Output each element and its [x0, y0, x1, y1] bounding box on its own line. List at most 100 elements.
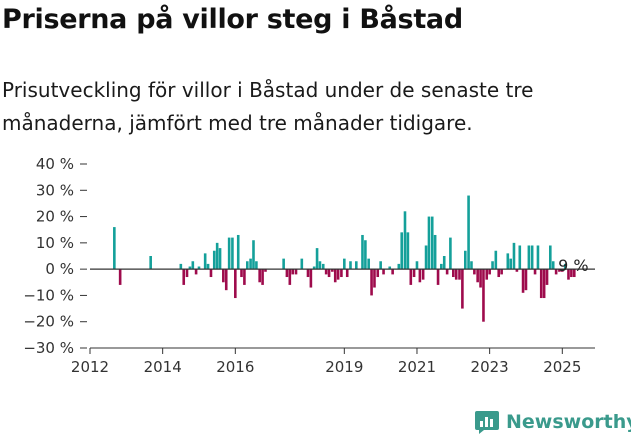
chart-bar: [397, 263, 401, 270]
chart-bar: [497, 269, 501, 278]
y-tick-label: 40 %: [36, 155, 74, 173]
chart-bar: [476, 269, 479, 283]
chart-bar: [524, 269, 528, 291]
chart-bar: [188, 266, 192, 270]
chart-bar: [515, 269, 519, 272]
chart-bar: [551, 261, 555, 270]
chart-bar: [364, 240, 367, 270]
chart-bar: [533, 269, 537, 275]
chart-bar: [179, 263, 183, 270]
chart-bar: [243, 269, 246, 285]
chart-bar: [370, 269, 373, 296]
chart-bar: [400, 232, 404, 270]
chart-bar: [191, 261, 195, 270]
chart-bar: [240, 269, 243, 278]
chart-bar: [561, 269, 564, 272]
chart-bar: [445, 269, 449, 275]
chart-bar: [473, 269, 476, 275]
chart-bar: [249, 258, 252, 270]
chart-bar: [294, 269, 298, 275]
chart-bar: [521, 269, 525, 293]
chart-bar: [482, 269, 485, 322]
chart-bar: [340, 269, 343, 278]
chart-bar: [113, 227, 116, 270]
chart-bar: [236, 234, 240, 270]
chart-bar: [542, 269, 546, 299]
chart-bar: [231, 237, 234, 270]
chart-bar: [203, 253, 207, 270]
y-tick-label: 0 %: [45, 260, 74, 278]
y-tick-label: −20 %: [23, 313, 74, 331]
chart-bar: [327, 269, 331, 278]
y-tick-label: 20 %: [36, 208, 74, 226]
chart-bar: [412, 269, 416, 278]
chart-bar: [403, 211, 407, 270]
chart-bar: [427, 216, 431, 270]
y-tick-label: −30 %: [23, 339, 74, 357]
chart-bar: [285, 269, 289, 278]
x-tick-label: 2019: [325, 358, 363, 376]
chart-bar: [430, 216, 434, 270]
chart-bar: [570, 269, 573, 278]
x-tick-label: 2016: [216, 358, 254, 376]
chart-bar: [318, 261, 322, 270]
x-tick-label: 2012: [71, 358, 109, 376]
chart-bar: [494, 250, 498, 270]
chart-bar: [264, 269, 267, 272]
chart-bar: [255, 261, 258, 270]
chart-bar: [518, 245, 522, 270]
chart-bar: [288, 269, 292, 285]
chart-bar: [391, 269, 394, 275]
chart-bar: [182, 269, 186, 285]
chart-bar: [418, 269, 422, 283]
chart-bar: [409, 269, 413, 285]
chart-bar: [461, 269, 464, 309]
chart-bar: [376, 269, 380, 278]
chart-bar: [536, 245, 540, 270]
chart-bar: [324, 269, 328, 275]
chart-bar: [470, 261, 473, 270]
y-tick-label: 30 %: [36, 181, 74, 199]
chart-bar: [312, 266, 316, 270]
y-tick-label: 10 %: [36, 234, 74, 252]
chart-bar: [306, 269, 310, 278]
chart-bar: [300, 258, 304, 270]
chart-bar: [261, 269, 264, 285]
chart-bar: [258, 269, 261, 283]
chart-bar: [345, 269, 349, 278]
chart-bar: [421, 269, 425, 280]
chart-bar: [485, 269, 489, 280]
brand-logo: Newsworthy: [474, 406, 631, 438]
chart-bar: [355, 261, 358, 270]
chart-bar: [212, 250, 216, 270]
chart-bar: [149, 256, 152, 270]
x-tick-label: 2025: [543, 358, 581, 376]
chart-bar: [506, 253, 510, 270]
chart-bar: [467, 195, 470, 270]
chart-bar: [545, 269, 549, 285]
chart-bar: [442, 256, 446, 270]
chart-bar: [291, 269, 295, 275]
chart-bar: [388, 266, 392, 270]
chart-bar: [379, 261, 382, 270]
chart-bar: [373, 269, 376, 288]
chart-bar: [349, 261, 352, 270]
chart-bar: [424, 245, 428, 270]
brand-name: Newsworthy: [506, 411, 631, 433]
page-subtitle: Prisutveckling för villor i Båstad under…: [2, 78, 534, 135]
x-tick-label: 2023: [471, 358, 509, 376]
last-value-label: 9 %: [558, 256, 588, 275]
chart-bar: [527, 245, 531, 270]
chart-bars: [113, 195, 576, 322]
chart-bar: [488, 269, 491, 275]
chart-bar: [321, 263, 325, 270]
chart-bar: [218, 248, 222, 270]
chart-bar: [227, 237, 231, 270]
chart-bar: [558, 269, 561, 272]
chart-bar: [343, 258, 346, 270]
chart-bar: [491, 261, 494, 270]
chart-bar: [185, 269, 189, 278]
chart-bar: [215, 242, 219, 270]
chart-bar: [512, 242, 516, 270]
chart-bar: [197, 266, 201, 270]
